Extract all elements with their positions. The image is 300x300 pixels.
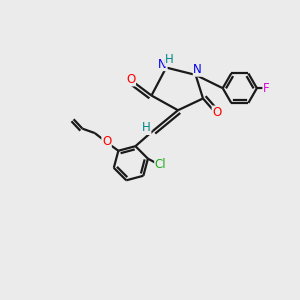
- Text: O: O: [212, 106, 221, 119]
- Text: O: O: [102, 134, 111, 148]
- Text: H: H: [142, 122, 151, 134]
- Text: N: N: [193, 63, 202, 76]
- Text: H: H: [165, 53, 173, 66]
- Text: N: N: [158, 58, 167, 70]
- Text: O: O: [126, 73, 136, 86]
- Text: F: F: [263, 82, 270, 95]
- Text: Cl: Cl: [155, 158, 167, 171]
